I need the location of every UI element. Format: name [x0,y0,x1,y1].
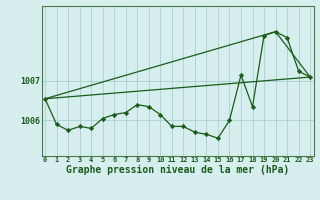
X-axis label: Graphe pression niveau de la mer (hPa): Graphe pression niveau de la mer (hPa) [66,165,289,175]
